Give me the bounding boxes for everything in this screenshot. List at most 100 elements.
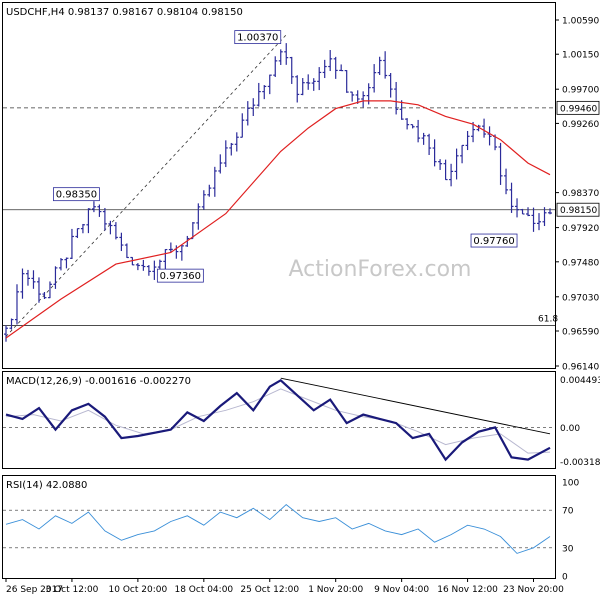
price-bar: [465, 130, 470, 151]
price-y-tick-label: 0.99700: [562, 86, 599, 96]
price-bar: [31, 270, 36, 289]
price-bar: [509, 182, 514, 213]
price-current-label-box: [556, 100, 600, 115]
price-bar: [361, 91, 366, 108]
price-bar: [273, 56, 278, 77]
price-bar: [168, 242, 173, 253]
price-annotation-label: 0.97760: [473, 236, 514, 247]
price-trendline: [5, 34, 287, 337]
rsi-y-tick-label: 0: [562, 573, 568, 583]
price-annotation-label: 1.00370: [237, 33, 278, 44]
price-bar: [515, 198, 520, 218]
price-annotation-label: 0.97360: [160, 271, 201, 282]
price-annotation-box: [53, 187, 100, 202]
price-annotation: 0.98350: [53, 187, 100, 202]
x-tick-label: 9 Nov 04:00: [374, 585, 429, 595]
price-bar: [97, 204, 102, 217]
price-bar: [80, 223, 85, 234]
price-bar: [284, 43, 289, 65]
x-tick-label: 26 Sep 2017: [6, 585, 63, 595]
price-bar: [152, 260, 157, 280]
price-bar: [427, 133, 432, 156]
price-bar: [471, 121, 476, 143]
rsi-y-tick-label: 100: [562, 479, 579, 489]
price-current-label-box: [556, 202, 600, 217]
price-header: USDCHF,H4 0.98137 0.98167 0.98104 0.9815…: [6, 7, 243, 18]
price-bar: [91, 201, 96, 213]
price-annotation-box: [234, 30, 282, 45]
price-bar: [223, 140, 228, 168]
price-bar: [251, 98, 256, 116]
macd-trendline: [280, 377, 551, 435]
price-bar: [135, 263, 140, 271]
price-bar: [476, 124, 481, 132]
price-annotation-label: 0.98350: [56, 190, 97, 201]
rsi-line: [5, 504, 551, 554]
axis-layer: 1.00590 1.00150 0.99700 0.99260 0.98370 0.979…: [5, 17, 600, 595]
price-bar: [449, 163, 454, 187]
price-bar: [416, 119, 421, 143]
macd-line: [5, 378, 551, 462]
price-bar: [405, 118, 410, 130]
price-bar: [25, 269, 30, 286]
price-bar: [322, 59, 327, 79]
price-bar: [482, 118, 487, 138]
price-bar: [498, 142, 503, 185]
price-bar: [141, 259, 146, 271]
price-bar: [108, 220, 113, 235]
x-tick-label: 10 Oct 20:00: [109, 585, 168, 595]
price-bar: [372, 64, 377, 93]
price-y-tick-label: 1.00150: [562, 51, 599, 61]
macd-panel-frame: [2, 371, 556, 469]
price-bar: [4, 325, 8, 342]
price-bar: [262, 85, 267, 100]
price-bar: [548, 208, 552, 215]
x-tick-label: 18 Oct 04:00: [174, 585, 233, 595]
price-bar: [432, 139, 437, 167]
price-bar: [526, 207, 531, 217]
price-bar: [53, 266, 58, 289]
fib-level-label: 61.8: [538, 315, 558, 325]
price-bar: [311, 78, 316, 91]
price-y-tick-label: 0.97030: [562, 293, 599, 303]
price-bar: [344, 69, 349, 93]
price-bar: [350, 91, 355, 102]
price-bar: [355, 90, 360, 104]
price-y-tick-label: 0.99260: [562, 120, 599, 130]
rsi-panel-frame: [2, 475, 556, 579]
price-bar: [328, 50, 333, 72]
price-annotation: 1.00370: [234, 30, 282, 45]
price-bar: [42, 291, 47, 300]
price-annotation-box: [470, 233, 518, 248]
price-bar: [86, 208, 91, 234]
price-current-label: 0.99460: [556, 100, 600, 115]
price-bar: [267, 74, 272, 95]
price-annotation: 0.97360: [156, 268, 204, 283]
price-bar: [245, 101, 250, 126]
price-current-label-text: 0.98150: [560, 206, 597, 216]
price-bar: [537, 213, 542, 231]
price-bar: [317, 67, 322, 91]
price-y-tick-label: 0.97920: [562, 224, 599, 234]
rsi-layer: [3, 504, 555, 554]
x-tick-label: 1 Nov 20:00: [308, 585, 363, 595]
rsi-y-tick-label: 70: [562, 507, 574, 517]
price-bar: [146, 265, 151, 276]
price-bar: [240, 113, 245, 138]
price-bar: [47, 281, 52, 299]
price-bar: [9, 318, 14, 330]
price-bar: [410, 124, 415, 129]
price-bar: [212, 166, 217, 197]
price-panel-frame: [2, 2, 556, 369]
price-bar: [504, 168, 509, 195]
price-y-tick-label: 0.96590: [562, 328, 599, 338]
price-bar: [20, 268, 25, 299]
price-y-tick-label: 1.00590: [562, 17, 599, 27]
price-layer: 61.8 1.00370 0.98350 0.97360 0.97760: [3, 30, 558, 342]
price-annotation-box: [156, 268, 204, 283]
price-bar: [542, 207, 547, 227]
price-bar: [196, 203, 201, 230]
price-bar: [58, 258, 63, 271]
price-bar: [377, 56, 382, 75]
x-tick-label: 3 Oct 12:00: [45, 585, 98, 595]
